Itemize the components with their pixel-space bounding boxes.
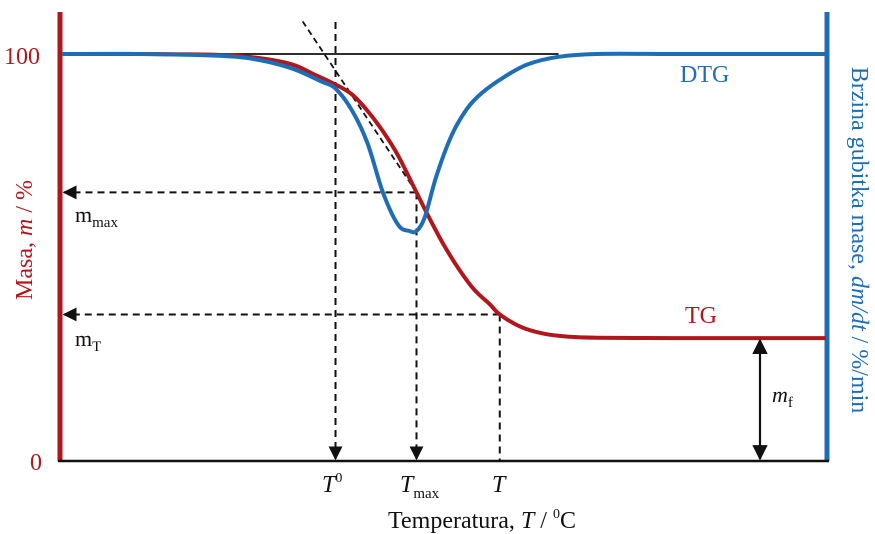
tg-label: TG: [685, 303, 717, 329]
m-t-label: mT: [75, 326, 101, 355]
tangent-line: [301, 20, 418, 193]
y-tick-0: 0: [30, 450, 42, 476]
tg-curve: [61, 51, 826, 341]
m-f-label: mf: [772, 382, 793, 411]
m-max-label: mmax: [75, 202, 118, 231]
y-left-axis-label: Masa, m / %: [12, 180, 38, 300]
x-tick-t: T: [492, 472, 507, 498]
dashed-guides: [62, 22, 501, 461]
x-tick-t0: T0: [322, 471, 342, 498]
y-right-axis-label: Brzina gubitka mase, dm/dt / %/min: [846, 67, 872, 414]
dtg-label: DTG: [680, 62, 729, 88]
dtg-curve: [61, 51, 826, 235]
y-tick-100: 100: [4, 44, 40, 70]
x-tick-tmax: Tmax: [400, 472, 440, 502]
x-axis-label: Temperatura, T / 0C: [388, 507, 576, 534]
